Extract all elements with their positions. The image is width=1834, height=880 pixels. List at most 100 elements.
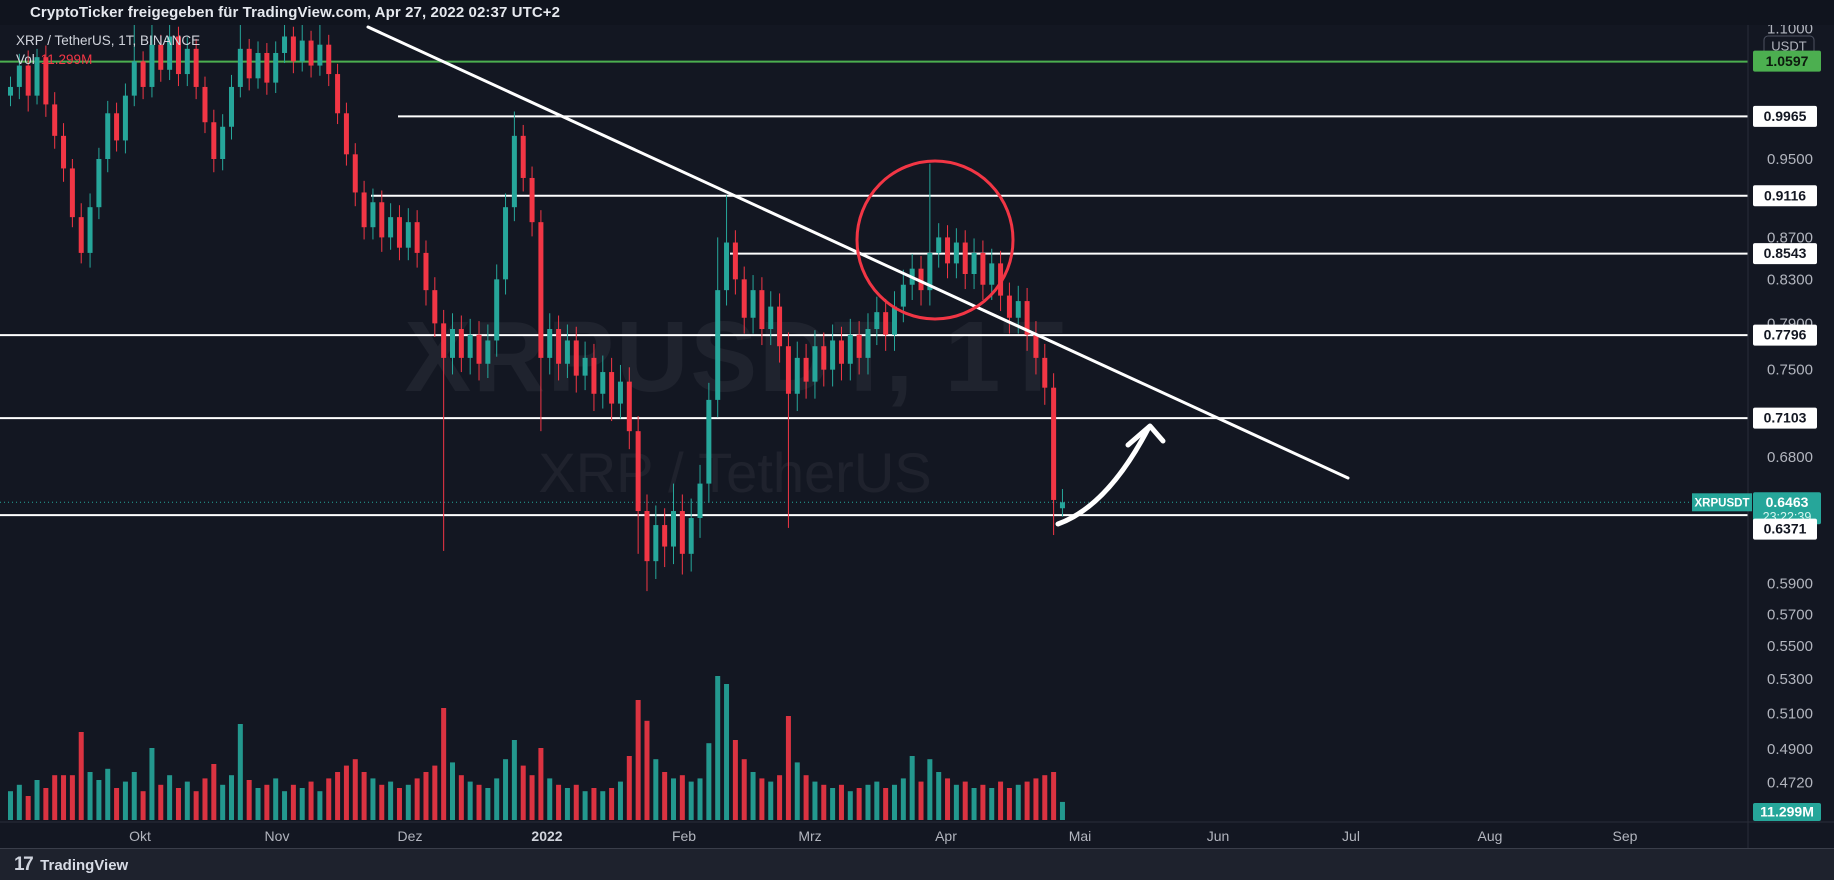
candle-body [87,207,93,253]
candle-body [317,44,323,66]
volume-bar [927,759,933,820]
candle-body [34,57,40,96]
candle-body [945,237,951,264]
volume-bar [1024,781,1030,820]
volume-bar [573,784,579,820]
volume-bar [370,778,376,820]
volume-bar [1006,788,1012,820]
candle-body [626,381,632,432]
month-label: 2022 [531,828,562,844]
volume-bar [396,788,402,820]
candle-body [308,40,314,66]
candle-body [1059,502,1065,509]
candle-body [25,65,31,96]
symbol-tag-label: XRPUSDT [1695,497,1750,509]
volume-bar [87,772,93,820]
tradingview-logo-icon: 17 [14,854,34,875]
candle-body [538,222,544,358]
volume-bar [175,788,181,820]
candle-body [396,217,402,248]
volume-bar [715,676,721,820]
volume-bar [432,765,438,820]
annotation-arrow-head[interactable] [1125,423,1166,448]
candle-body [1024,301,1030,335]
volume-bar [290,784,296,820]
candle-body [264,52,270,83]
candles[interactable] [8,4,1065,592]
price-badge-label: 1.0597 [1766,53,1809,69]
volume-bar [945,778,951,820]
price-badge-label: 0.8543 [1764,245,1807,261]
candle-body [335,74,341,114]
candle-body [158,44,164,70]
volume-bar [282,791,288,820]
volume-bar [918,781,924,820]
candle-body [662,525,668,547]
volume-bar [96,780,102,820]
candle-body [43,57,49,105]
candle-body [617,381,623,404]
annotation-arrow-shaft[interactable] [1055,424,1152,527]
volume-bar [962,781,968,820]
volume-bar [529,775,535,820]
volume-bar [538,748,544,820]
volume-bar [909,756,915,820]
volume-bar [388,781,394,820]
annotations[interactable] [366,25,1350,527]
volume-bar [520,765,526,820]
volume-bar [246,780,252,820]
candle-body [370,202,376,228]
candle-body [52,104,58,136]
candle-body [326,44,332,75]
volume-bar [476,784,482,820]
candle-body [644,511,650,562]
attribution-text: CryptoTicker freigegeben für TradingView… [30,4,561,21]
month-label: Dez [398,828,423,844]
candle-body [423,252,429,291]
candle-body [803,357,809,382]
candle-body [732,242,738,280]
volume-bar [16,784,22,820]
volume-bar [326,778,332,820]
price-tick-label: 0.9500 [1767,151,1813,168]
volume-bar [308,781,314,820]
candle-body [741,279,747,318]
legend[interactable]: XRP / TetherUS, 1T, BINANCE Vol 11.299M [16,31,200,69]
volume-bar [724,684,730,820]
price-tick-label: 0.5500 [1767,638,1813,655]
candle-body [794,357,800,394]
tradingview-logo[interactable]: 17 TradingView [14,854,128,876]
volume-bar [149,748,155,820]
candle-body [679,511,685,554]
volume-bar [617,781,623,820]
candle-body [838,340,844,364]
price-tick-label: 0.8700 [1767,229,1813,246]
volume-bar [1051,772,1057,820]
volume-badge [1753,803,1821,821]
volume-bar [591,788,597,820]
price-axis[interactable]: 1.10000.95000.87000.83000.79000.75000.68… [1692,20,1821,821]
volume-bar [122,781,128,820]
price-tick-label: 0.7500 [1767,362,1813,379]
volume-bar [335,772,341,820]
candle-body [361,192,367,228]
legend-volume-row[interactable]: Vol 11.299M [16,50,200,69]
price-tick-label: 0.5100 [1767,705,1813,722]
volume-bar [405,784,411,820]
candle-body [1033,334,1039,358]
candle-body [211,122,217,159]
candle-body [114,113,120,141]
candle-body [812,346,818,382]
candle-body [379,202,385,238]
volume-bar [768,781,774,820]
candle-body [343,113,349,155]
candle-body [1051,387,1057,500]
candle-body [927,252,933,291]
legend-symbol-title[interactable]: XRP / TetherUS, 1T, BINANCE [16,33,201,48]
annotation-circle[interactable] [855,159,1015,321]
candle-body [706,399,712,484]
volume-bar [43,788,49,820]
time-axis[interactable]: Okt Nov Dez 2022 Feb Mrz Apr Mai Jun Jul Aug Sep [129,828,1638,844]
volume-bar [273,778,279,820]
